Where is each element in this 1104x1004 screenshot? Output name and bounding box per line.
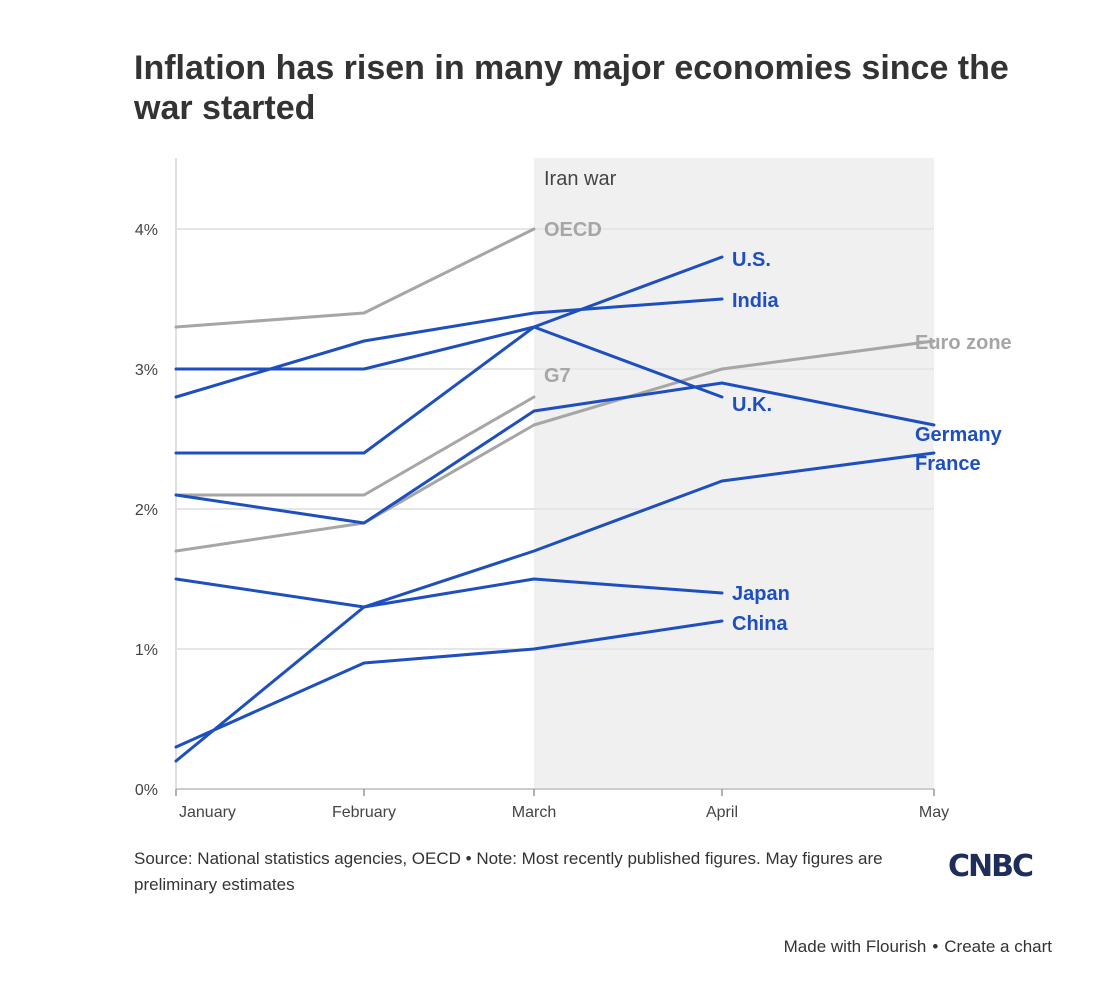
series-label-oecd: OECD: [544, 219, 602, 241]
x-tick-label: May: [919, 804, 949, 821]
series-line-germany[interactable]: [174, 381, 936, 525]
y-axis-ticks: 0% 1% 2% 3% 4%: [135, 222, 158, 799]
flourish-credit[interactable]: Made with Flourish • Create a chart: [784, 937, 1052, 957]
series-label-france: France: [915, 453, 981, 475]
series-line-u-s[interactable]: [174, 255, 724, 455]
y-tick-label: 1%: [135, 642, 158, 659]
x-tick-label: February: [332, 804, 396, 821]
series-label-euro-zone: Euro zone: [915, 332, 1012, 354]
source-note: Source: National statistics agencies, OE…: [134, 849, 883, 894]
made-with-flourish-link[interactable]: Made with Flourish: [783, 937, 927, 956]
x-tick-label: March: [512, 804, 556, 821]
series-line-u-k[interactable]: [174, 325, 724, 399]
y-tick-label: 0%: [135, 782, 158, 799]
x-axis-ticks: January February March April May: [175, 789, 949, 821]
series-line-japan[interactable]: [174, 577, 724, 609]
series-label-g7: G7: [544, 365, 571, 387]
series-line-oecd[interactable]: [174, 227, 536, 329]
series-line-euro-zone[interactable]: [174, 339, 936, 553]
series-line-china[interactable]: [174, 619, 724, 749]
series-lines[interactable]: [174, 227, 936, 763]
y-tick-label: 2%: [135, 502, 158, 519]
y-tick-label: 4%: [135, 222, 158, 239]
chart-title: Inflation has risen in many major econom…: [134, 49, 1009, 127]
series-label-china: China: [732, 613, 788, 635]
y-tick-label: 3%: [135, 362, 158, 379]
series-label-germany: Germany: [915, 424, 1003, 446]
series-labels: OECD G7 Euro zone U.S. India U.K. Germany Franc…: [544, 219, 1012, 635]
series-label-japan: Japan: [732, 583, 790, 605]
series-line-g7[interactable]: [174, 395, 536, 497]
series-line-france[interactable]: [174, 451, 936, 763]
iran-war-shaded-region: [534, 158, 934, 789]
create-a-chart-link[interactable]: Create a chart: [944, 937, 1052, 956]
series-label-india: India: [732, 290, 780, 312]
iran-war-label: Iran war: [544, 168, 617, 190]
cnbc-logo: CNBC: [948, 849, 1034, 884]
x-tick-label: January: [179, 804, 236, 821]
series-label-u-s: U.S.: [732, 249, 771, 271]
credit-separator: •: [932, 937, 939, 956]
line-chart: 0%1%2%3%4% January February March April May …: [135, 158, 1012, 821]
x-tick-label: April: [706, 804, 738, 821]
series-label-u-k: U.K.: [732, 394, 772, 416]
